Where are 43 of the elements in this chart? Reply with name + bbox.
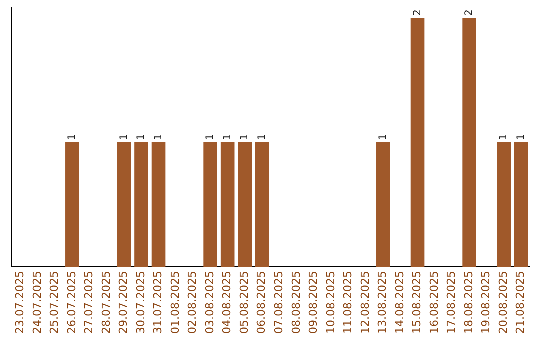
x-tick-label: 12.08.2025 <box>358 271 372 334</box>
x-tick-label: 16.08.2025 <box>428 271 441 334</box>
x-tick-label: 27.07.2025 <box>82 271 96 334</box>
x-tick-label: 28.07.2025 <box>100 271 113 334</box>
x-tick-label: 31.07.2025 <box>152 271 165 334</box>
x-tick-label: 25.07.2025 <box>48 271 62 334</box>
data-label: 1 <box>240 134 251 140</box>
data-label: 2 <box>464 10 476 16</box>
data-label: 1 <box>516 134 527 140</box>
data-label: 1 <box>205 134 216 140</box>
x-tick-label: 03.08.2025 <box>203 271 216 334</box>
x-tick-label: 08.08.2025 <box>290 271 303 334</box>
x-tick-label: 04.08.2025 <box>220 271 234 334</box>
x-tick-label: 05.08.2025 <box>238 271 251 334</box>
x-tick-label: 06.08.2025 <box>255 271 268 334</box>
x-tick-label: 09.08.2025 <box>307 271 320 334</box>
data-label: 1 <box>498 134 510 140</box>
x-tick-label: 15.08.2025 <box>410 271 424 334</box>
x-tick-label: 02.08.2025 <box>186 271 200 334</box>
x-tick-label: 01.08.2025 <box>168 271 182 334</box>
data-label: 1 <box>256 134 268 140</box>
data-label: 1 <box>118 134 130 140</box>
data-label: 1 <box>67 134 78 140</box>
x-tick-label: 11.08.2025 <box>342 271 355 334</box>
x-tick-label: 24.07.2025 <box>30 271 44 334</box>
x-tick-label: 20.08.2025 <box>496 271 510 334</box>
data-label: 1 <box>153 134 164 140</box>
x-tick-label: 18.08.2025 <box>462 271 476 334</box>
x-tick-label: 29.07.2025 <box>117 271 130 334</box>
x-tick-label: 13.08.2025 <box>376 271 390 334</box>
x-tick-label: 07.08.2025 <box>272 271 286 334</box>
x-tick-label: 19.08.2025 <box>480 271 493 334</box>
x-tick-label: 26.07.2025 <box>65 271 78 334</box>
x-tick-label: 10.08.2025 <box>324 271 338 334</box>
data-label: 1 <box>378 134 389 140</box>
data-label: 1 <box>222 134 234 140</box>
data-label: 1 <box>136 134 148 140</box>
x-tick-label: 23.07.2025 <box>13 271 26 334</box>
x-tick-label: 17.08.2025 <box>445 271 458 334</box>
x-tick-label: 14.08.2025 <box>393 271 406 334</box>
x-tick-label: 21.08.2025 <box>514 271 528 334</box>
data-label: 2 <box>412 10 424 16</box>
x-tick-label: 30.07.2025 <box>134 271 148 334</box>
